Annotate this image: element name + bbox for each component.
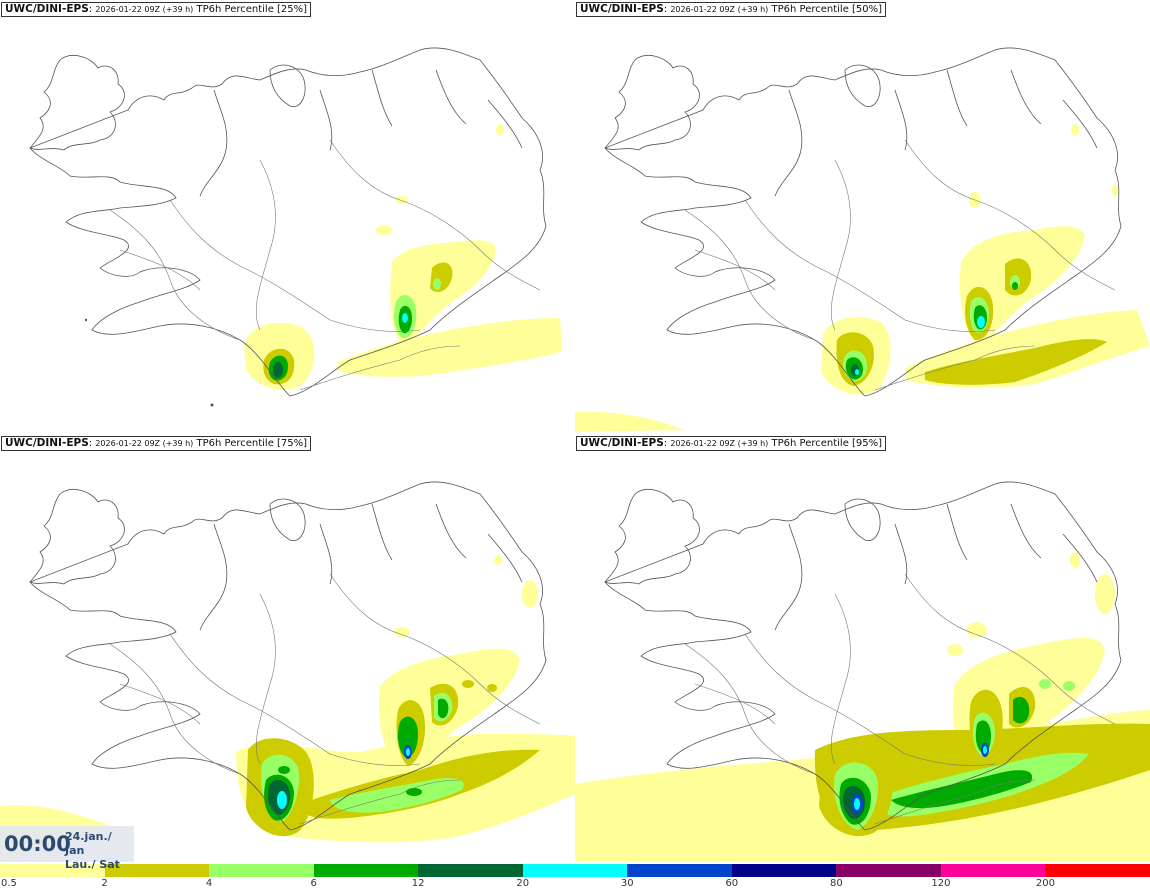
- valid-date: 24.jan./ Jan Lau./ Sat: [65, 830, 134, 872]
- model-name: UWC/DINI-EPS: [580, 3, 664, 15]
- legend-swatch: [522, 864, 628, 877]
- roads: [109, 573, 541, 825]
- legend-tick-label: 120: [931, 878, 951, 889]
- iceland-coastline: [604, 47, 1122, 397]
- legend-tick-label: 0.5: [1, 878, 17, 889]
- panel-title: UWC/DINI-EPS: 2026-01-22 09Z (+39 h) TP6…: [576, 2, 887, 17]
- model-name: UWC/DINI-EPS: [5, 437, 89, 449]
- valid-date-line2: Lau./ Sat: [65, 858, 120, 871]
- precip-shading: [575, 552, 1150, 862]
- panel-title: UWC/DINI-EPS: 2026-01-22 09Z (+39 h) TP6…: [576, 436, 887, 451]
- legend-tick-label: 60: [725, 878, 739, 889]
- panel-title: UWC/DINI-EPS: 2026-01-22 09Z (+39 h) TP6…: [1, 436, 312, 451]
- legend-tick-label: 20: [516, 878, 530, 889]
- legend-swatch: [1045, 864, 1150, 877]
- legend-swatch: [209, 864, 314, 877]
- legend-swatch: [627, 864, 732, 877]
- valid-time: 00:00: [4, 832, 71, 856]
- valid-time-box: 00:00 24.jan./ Jan Lau./ Sat: [0, 826, 134, 871]
- legend-swatch: [418, 864, 523, 877]
- legend-tick-label: 4: [205, 878, 213, 889]
- panel-title: UWC/DINI-EPS: 2026-01-22 09Z (+39 h) TP6…: [1, 2, 312, 17]
- legend-tick-label: 200: [1035, 878, 1055, 889]
- iceland-coastline: [29, 47, 547, 397]
- run-time: 2026-01-22 09Z (+39 h): [670, 439, 769, 448]
- precip-shading: [244, 124, 562, 391]
- map-panel-50: UWC/DINI-EPS: 2026-01-22 09Z (+39 h) TP6…: [575, 0, 1150, 432]
- field-name: TP6h Percentile [50%]: [771, 4, 883, 15]
- precip-map: [575, 47, 1150, 432]
- legend-tick-label: 6: [310, 878, 317, 889]
- field-name: TP6h Percentile [75%]: [196, 438, 308, 449]
- legend-swatch: [836, 864, 941, 877]
- map-panel-95: UWC/DINI-EPS: 2026-01-22 09Z (+39 h) TP6…: [575, 434, 1150, 866]
- legend-tick-label: 2: [101, 878, 108, 889]
- legend-swatch: [940, 864, 1046, 877]
- precip-shading: [0, 555, 575, 862]
- precip-map: [29, 47, 562, 407]
- legend-tick-label: 30: [620, 878, 634, 889]
- legend-swatch: [0, 864, 105, 877]
- run-time: 2026-01-22 09Z (+39 h): [670, 5, 769, 14]
- legend-tick-label: 80: [829, 878, 843, 889]
- iceland-coastline: [29, 481, 547, 831]
- precip-map: [575, 481, 1150, 862]
- legend-swatch: [313, 864, 419, 877]
- color-legend: 0.5 2 4 6 12 20 30 60 80 120 200: [0, 862, 1150, 891]
- model-name: UWC/DINI-EPS: [580, 437, 664, 449]
- legend-swatch: [731, 864, 837, 877]
- map-panel-25: UWC/DINI-EPS: 2026-01-22 09Z (+39 h) TP6…: [0, 0, 575, 432]
- precip-map: [0, 481, 575, 862]
- roads: [684, 139, 1116, 391]
- field-name: TP6h Percentile [25%]: [196, 4, 308, 15]
- model-name: UWC/DINI-EPS: [5, 3, 89, 15]
- precip-shading: [575, 124, 1150, 432]
- islands: [84, 318, 214, 407]
- roads: [109, 139, 541, 391]
- iceland-coastline: [604, 481, 1122, 831]
- legend-tick-label: 12: [411, 878, 425, 889]
- run-time: 2026-01-22 09Z (+39 h): [95, 439, 194, 448]
- legend-bar: [0, 864, 1150, 877]
- map-panel-75: UWC/DINI-EPS: 2026-01-22 09Z (+39 h) TP6…: [0, 434, 575, 866]
- roads: [684, 573, 1116, 825]
- legend-swatch: [104, 864, 210, 877]
- field-name: TP6h Percentile [95%]: [771, 438, 883, 449]
- run-time: 2026-01-22 09Z (+39 h): [95, 5, 194, 14]
- valid-date-line1: 24.jan./ Jan: [65, 830, 112, 857]
